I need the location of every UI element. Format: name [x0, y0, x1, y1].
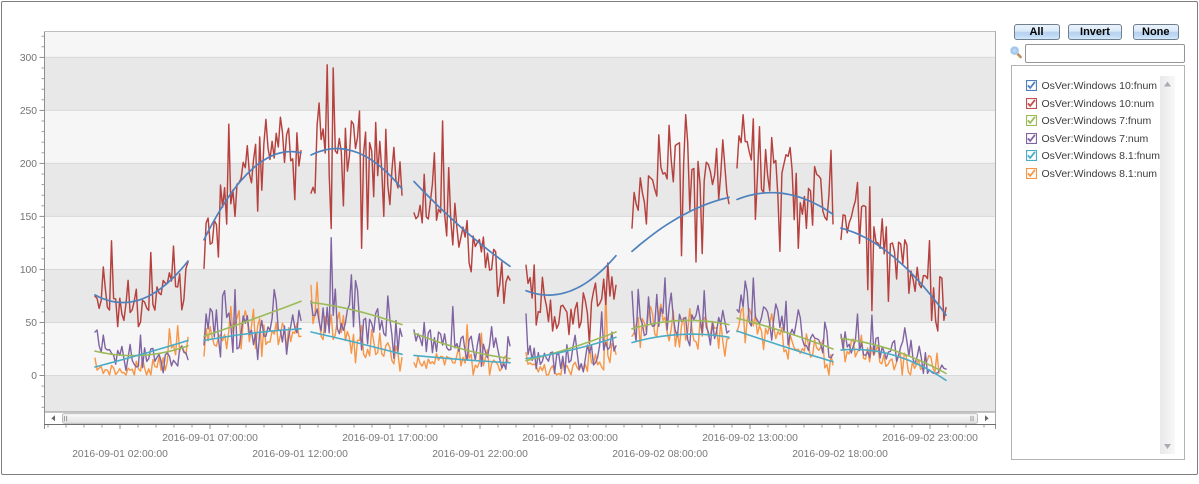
svg-text:250: 250: [20, 106, 37, 117]
svg-text:2016-09-01 02:00:00: 2016-09-01 02:00:00: [72, 449, 168, 460]
svg-text:2016-09-01 07:00:00: 2016-09-01 07:00:00: [162, 433, 258, 444]
svg-text:200: 200: [20, 159, 37, 170]
svg-text:2016-09-02 23:00:00: 2016-09-02 23:00:00: [882, 433, 978, 444]
svg-text:2016-09-01 22:00:00: 2016-09-01 22:00:00: [432, 449, 528, 460]
svg-text:300: 300: [20, 53, 37, 64]
svg-text:2016-09-01 12:00:00: 2016-09-01 12:00:00: [252, 449, 348, 460]
svg-text:2016-09-02 08:00:00: 2016-09-02 08:00:00: [612, 449, 708, 460]
svg-text:50: 50: [26, 318, 38, 329]
svg-text:2016-09-02 03:00:00: 2016-09-02 03:00:00: [522, 433, 618, 444]
svg-text:150: 150: [20, 212, 37, 223]
svg-text:2016-09-02 18:00:00: 2016-09-02 18:00:00: [792, 449, 888, 460]
svg-text:2016-09-02 13:00:00: 2016-09-02 13:00:00: [702, 433, 798, 444]
svg-text:2016-09-01 17:00:00: 2016-09-01 17:00:00: [342, 433, 438, 444]
svg-text:100: 100: [20, 265, 37, 276]
svg-text:0: 0: [31, 371, 37, 382]
